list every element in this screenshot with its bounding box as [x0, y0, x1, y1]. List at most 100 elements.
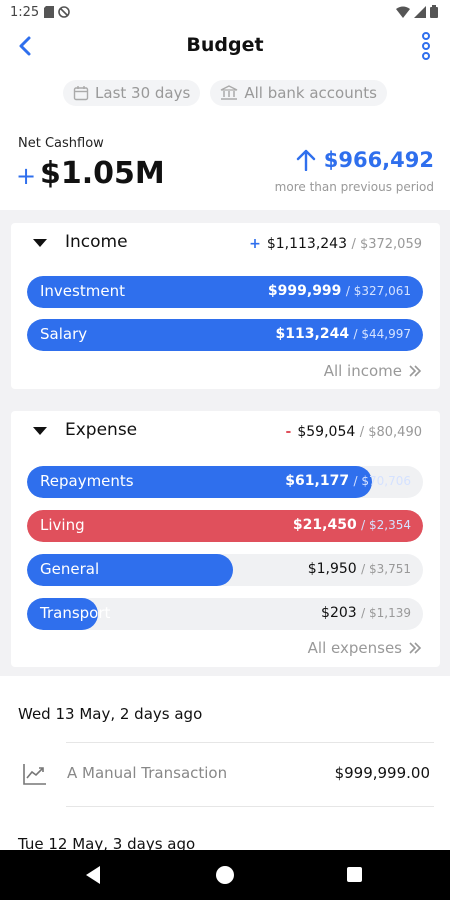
chart-trend-icon	[23, 764, 46, 785]
status-bar: 1:25	[0, 0, 450, 26]
category-amount-value: $203	[321, 605, 357, 621]
all-expenses-link[interactable]: All expenses	[308, 639, 422, 657]
category-amount-value: $21,450	[292, 517, 357, 533]
category-amount: $21,450 / $2,354	[293, 517, 411, 533]
category-amount: $999,999 / $327,061	[268, 283, 411, 299]
category-bar-salary[interactable]: Salary $113,244 / $44,997	[27, 319, 423, 351]
net-cashflow-label: Net Cashflow	[18, 136, 104, 151]
net-cashflow-value: $1.05M	[40, 156, 165, 191]
category-amount-value: $113,244	[275, 326, 350, 342]
income-total: $1,113,243	[266, 236, 347, 252]
category-amount-prev: / $70,706	[353, 474, 411, 488]
chevron-left-icon	[19, 36, 31, 56]
category-name: General	[40, 560, 100, 578]
back-button[interactable]	[12, 32, 40, 60]
category-amount-prev: / $327,061	[345, 284, 411, 298]
category-name: Transport	[40, 604, 111, 622]
double-chevron-right-icon	[409, 642, 422, 654]
category-amount-prev: / $1,139	[361, 606, 411, 620]
system-back-button[interactable]	[86, 866, 100, 884]
transaction-date-header: Wed 13 May, 2 days ago	[18, 705, 203, 723]
transaction-date-header: Tue 12 May, 3 days ago	[18, 835, 196, 853]
category-bar-general[interactable]: General $1,950 / $3,751	[27, 554, 423, 586]
net-cashflow-sign: +	[16, 162, 37, 190]
top-app-bar: Budget	[0, 26, 450, 66]
category-amount: $1,950 / $3,751	[308, 561, 411, 577]
category-name: Living	[40, 516, 85, 534]
category-bar-living[interactable]: Living $21,450 / $2,354	[27, 510, 423, 542]
category-name: Repayments	[40, 472, 134, 490]
status-time: 1:25	[10, 5, 40, 20]
period-filter-label: Last 30 days	[95, 84, 191, 102]
category-amount-prev: / $44,997	[353, 327, 411, 341]
system-home-button[interactable]	[216, 866, 234, 884]
status-right-icons	[396, 5, 438, 18]
category-bar-repayments[interactable]: Repayments $61,177 / $70,706	[27, 466, 423, 498]
system-navigation-bar	[0, 850, 450, 900]
expense-prev-total: / $80,490	[359, 425, 422, 440]
do-not-disturb-icon	[58, 6, 70, 18]
all-income-link[interactable]: All income	[324, 362, 422, 380]
all-expenses-label: All expenses	[307, 639, 402, 657]
page-title: Budget	[186, 34, 264, 56]
filter-bar: Last 30 days All bank accounts	[0, 80, 450, 106]
category-amount-prev: / $2,354	[361, 518, 411, 532]
category-bar-investment[interactable]: Investment $999,999 / $327,061	[27, 276, 423, 308]
income-title: Income	[65, 232, 128, 252]
expense-total: $59,054	[297, 424, 356, 440]
collapse-caret-icon	[33, 427, 47, 435]
transaction-row[interactable]: A Manual Transaction $999,999.00	[0, 742, 450, 807]
category-name: Salary	[40, 325, 88, 343]
category-amount-value: $999,999	[267, 283, 342, 299]
category-amount: $61,177 / $70,706	[285, 473, 411, 489]
income-totals: + $1,113,243 / $372,059	[249, 236, 422, 252]
more-options-button[interactable]	[414, 30, 438, 62]
cashflow-change-note: more than previous period	[274, 180, 434, 194]
category-amount-prev: / $3,751	[361, 562, 411, 576]
category-progress-fill	[27, 319, 423, 351]
divider	[66, 806, 434, 807]
wifi-icon	[396, 6, 410, 18]
signal-icon	[414, 5, 426, 18]
expense-card: Expense - $59,054 / $80,490 Repayments $61…	[11, 411, 440, 667]
double-chevron-right-icon	[409, 365, 422, 377]
cashflow-change-value: $966,492	[323, 148, 434, 172]
category-amount-value: $61,177	[285, 473, 350, 489]
more-vertical-icon	[422, 32, 430, 60]
accounts-filter-label: All bank accounts	[244, 84, 377, 102]
accounts-filter-chip[interactable]: All bank accounts	[210, 80, 387, 106]
category-amount: $203 / $1,139	[321, 605, 411, 621]
income-card-header[interactable]: Income + $1,113,243 / $372,059	[11, 223, 440, 263]
expense-sign: -	[285, 424, 292, 440]
category-progress-fill	[27, 276, 423, 308]
category-name: Investment	[40, 282, 125, 300]
category-progress-fill	[27, 510, 423, 542]
expense-totals: - $59,054 / $80,490	[286, 424, 422, 440]
arrow-up-icon	[296, 149, 315, 171]
category-progress-fill	[27, 554, 233, 586]
bank-icon	[221, 85, 238, 100]
cashflow-change: $966,492	[296, 148, 434, 172]
category-bar-transport[interactable]: Transport $203 / $1,139	[27, 598, 423, 630]
income-sign: +	[249, 236, 261, 252]
expense-card-header[interactable]: Expense - $59,054 / $80,490	[11, 411, 440, 451]
collapse-caret-icon	[33, 239, 47, 247]
calendar-icon	[73, 86, 89, 101]
battery-icon	[430, 5, 438, 18]
category-progress-fill	[27, 466, 372, 498]
expense-title: Expense	[65, 420, 138, 440]
system-recents-button[interactable]	[347, 867, 362, 882]
category-amount: $113,244 / $44,997	[276, 326, 411, 342]
sd-card-icon	[44, 6, 54, 18]
divider	[66, 742, 434, 743]
status-left-icons	[44, 6, 70, 18]
period-filter-chip[interactable]: Last 30 days	[63, 80, 201, 106]
transaction-description: A Manual Transaction	[67, 764, 228, 782]
all-income-label: All income	[323, 362, 402, 380]
category-amount-value: $1,950	[307, 561, 357, 577]
net-cashflow-summary: Net Cashflow + $1.05M $966,492 more than…	[0, 136, 450, 206]
income-card: Income + $1,113,243 / $372,059 Investment…	[11, 223, 440, 389]
category-progress-fill	[27, 598, 99, 630]
transaction-amount: $999,999.00	[334, 764, 430, 782]
income-prev-total: / $372,059	[351, 237, 422, 252]
